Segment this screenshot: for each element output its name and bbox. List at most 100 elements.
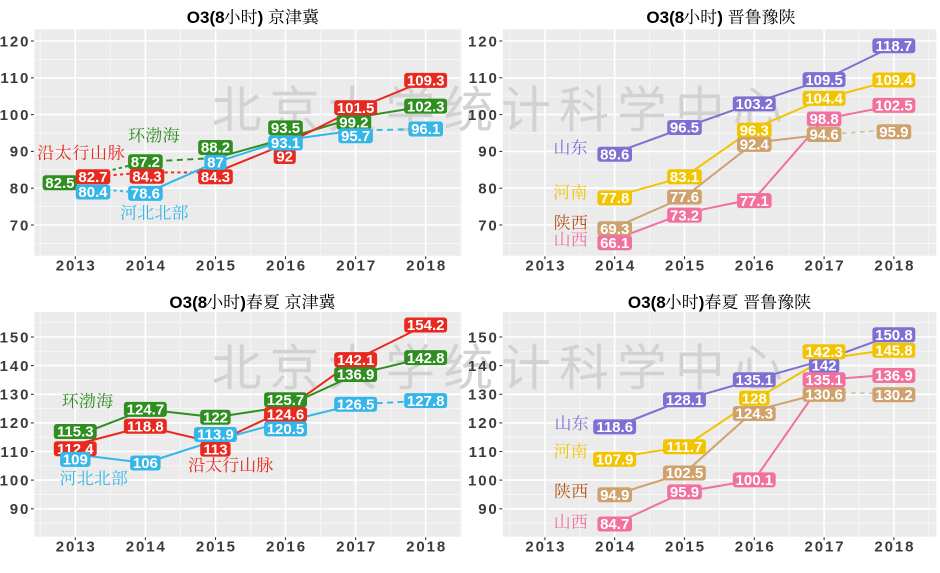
svg-text:70: 70	[478, 217, 499, 234]
svg-text:2014: 2014	[595, 257, 636, 274]
svg-text:2014: 2014	[595, 538, 636, 555]
svg-text:142.1: 142.1	[337, 352, 375, 369]
svg-text:2013: 2013	[56, 257, 97, 274]
svg-text:135.1: 135.1	[736, 372, 774, 389]
svg-text:102.3: 102.3	[407, 98, 445, 115]
svg-text:124.7: 124.7	[127, 402, 165, 419]
svg-text:118.8: 118.8	[127, 419, 164, 436]
svg-text:120: 120	[0, 415, 30, 432]
svg-text:104.4: 104.4	[805, 91, 843, 108]
svg-text:142: 142	[812, 358, 837, 375]
svg-text:90: 90	[478, 144, 499, 161]
svg-text:2017: 2017	[336, 538, 377, 555]
svg-text:110: 110	[469, 70, 499, 87]
svg-text:84.7: 84.7	[600, 516, 629, 533]
svg-text:150.8: 150.8	[875, 327, 913, 344]
svg-text:90: 90	[10, 144, 31, 161]
svg-text:118.6: 118.6	[596, 419, 633, 436]
svg-text:96.3: 96.3	[740, 122, 769, 139]
svg-text:77.6: 77.6	[670, 189, 699, 206]
svg-text:2015: 2015	[196, 538, 237, 555]
svg-text:66.1: 66.1	[600, 235, 629, 252]
svg-text:111.7: 111.7	[667, 439, 703, 456]
svg-text:99.2: 99.2	[339, 114, 368, 131]
svg-text:127.8: 127.8	[407, 393, 445, 410]
svg-text:96.1: 96.1	[411, 121, 440, 138]
svg-text:92.4: 92.4	[740, 137, 770, 154]
svg-text:109.4: 109.4	[875, 72, 913, 89]
svg-text:2016: 2016	[266, 257, 307, 274]
svg-text:142.8: 142.8	[407, 350, 445, 367]
svg-text:O3(8: O3(8	[187, 8, 225, 27]
svg-text:120: 120	[468, 33, 499, 50]
svg-text:2013: 2013	[525, 538, 566, 555]
svg-text:130: 130	[468, 387, 499, 404]
svg-text:2013: 2013	[525, 257, 566, 274]
svg-text:140: 140	[468, 358, 499, 375]
svg-text:80: 80	[10, 181, 31, 198]
svg-text:106: 106	[133, 455, 158, 472]
svg-text:82.5: 82.5	[45, 175, 74, 192]
svg-text:120: 120	[468, 415, 499, 432]
svg-text:87.2: 87.2	[131, 154, 160, 171]
svg-text:107.9: 107.9	[596, 451, 634, 468]
svg-text:73.2: 73.2	[670, 207, 699, 224]
svg-text:90: 90	[478, 501, 499, 518]
svg-text:2016: 2016	[735, 538, 776, 555]
svg-text:130.6: 130.6	[805, 387, 843, 404]
svg-text:135.1: 135.1	[805, 372, 843, 389]
svg-text:89.6: 89.6	[600, 146, 629, 163]
svg-text:98.8: 98.8	[809, 111, 838, 128]
svg-text:120.5: 120.5	[267, 421, 305, 438]
svg-text:110: 110	[469, 444, 499, 461]
svg-text:130.2: 130.2	[875, 387, 913, 404]
svg-text:130: 130	[0, 387, 30, 404]
svg-text:2017: 2017	[805, 257, 846, 274]
svg-text:122: 122	[203, 409, 228, 426]
svg-text:150: 150	[468, 329, 499, 346]
svg-text:88.2: 88.2	[201, 140, 230, 157]
svg-text:90: 90	[10, 501, 31, 518]
svg-text:2017: 2017	[805, 538, 846, 555]
svg-text:100: 100	[0, 107, 30, 124]
svg-text:82.7: 82.7	[78, 169, 107, 186]
svg-text:2014: 2014	[126, 257, 167, 274]
svg-text:115.3: 115.3	[57, 424, 94, 441]
svg-text:70: 70	[10, 217, 31, 234]
svg-text:): )	[258, 8, 264, 27]
svg-text:95.7: 95.7	[341, 128, 370, 145]
svg-text:2015: 2015	[665, 257, 706, 274]
svg-text:109.5: 109.5	[805, 72, 843, 89]
svg-text:100: 100	[468, 107, 499, 124]
svg-text:O3(8: O3(8	[169, 293, 207, 312]
svg-text:154.2: 154.2	[407, 317, 445, 334]
svg-text:113.9: 113.9	[197, 427, 234, 444]
svg-text:128: 128	[742, 390, 767, 407]
svg-text:O3(8: O3(8	[646, 8, 684, 27]
svg-text:69.3: 69.3	[600, 221, 629, 238]
svg-text:94.6: 94.6	[809, 127, 838, 144]
svg-text:102.5: 102.5	[875, 98, 913, 115]
svg-text:80.4: 80.4	[78, 184, 108, 201]
svg-text:118.7: 118.7	[876, 38, 913, 55]
svg-text:77.8: 77.8	[600, 190, 629, 207]
svg-text:2018: 2018	[874, 257, 915, 274]
svg-text:94.9: 94.9	[600, 487, 629, 504]
svg-text:125.7: 125.7	[267, 392, 305, 409]
svg-text:93.1: 93.1	[271, 135, 300, 152]
svg-text:128.1: 128.1	[666, 392, 704, 409]
svg-text:145.8: 145.8	[875, 343, 913, 360]
svg-text:140: 140	[0, 358, 30, 375]
svg-text:95.9: 95.9	[670, 484, 699, 501]
svg-text:2018: 2018	[406, 257, 447, 274]
svg-text:103.2: 103.2	[736, 96, 774, 113]
svg-text:2018: 2018	[406, 538, 447, 555]
svg-text:2015: 2015	[196, 257, 237, 274]
svg-text:102.5: 102.5	[666, 465, 704, 482]
svg-text:O3(8: O3(8	[628, 293, 666, 312]
svg-text:2014: 2014	[126, 538, 167, 555]
svg-text:150: 150	[0, 329, 30, 346]
svg-text:126.5: 126.5	[337, 397, 375, 414]
svg-text:83.1: 83.1	[670, 169, 699, 186]
svg-text:101.5: 101.5	[337, 100, 375, 117]
